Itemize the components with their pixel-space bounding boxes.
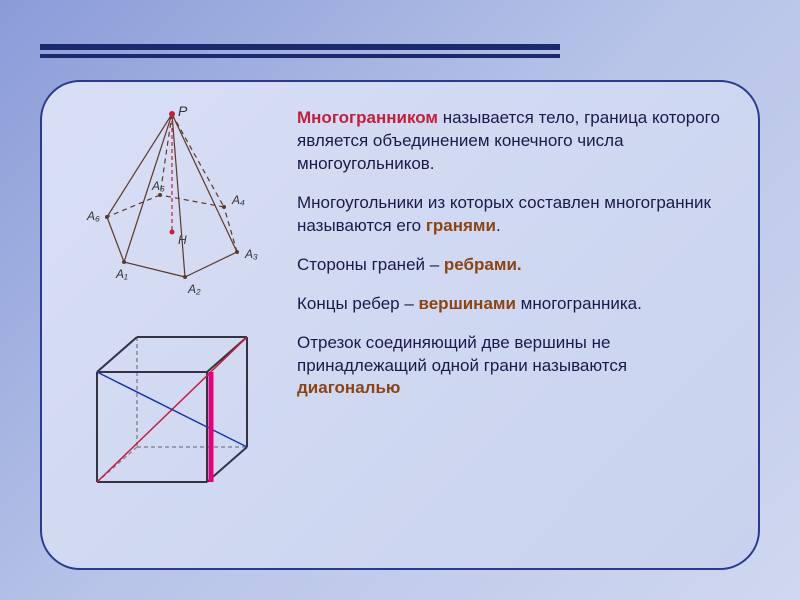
header-line-thick: [40, 44, 560, 50]
term-vertices: вершинами: [419, 294, 516, 313]
term-faces: гранями: [426, 216, 496, 235]
svg-text:P: P: [178, 103, 188, 119]
text-p5-prefix: Отрезок соединяющий две вершины не прина…: [297, 333, 627, 375]
paragraph-diagonal: Отрезок соединяющий две вершины не прина…: [297, 332, 723, 401]
svg-text:A₃: A₃: [244, 247, 258, 261]
svg-text:A₆: A₆: [86, 209, 100, 223]
paragraph-faces: Многоугольники из которых составлен мног…: [297, 192, 723, 238]
text-column: Многогранником называется тело, граница …: [292, 97, 738, 553]
svg-text:A₅: A₅: [151, 179, 165, 193]
content-wrapper: P H A₁ A₂ A₃ A₄ A₅ A₆ Многогранником называется…: [62, 97, 738, 553]
term-polyhedron: Многогранником: [297, 108, 438, 127]
pyramid-diagram: P H A₁ A₂ A₃ A₄ A₅ A₆: [62, 102, 282, 302]
text-p3-prefix: Стороны граней –: [297, 255, 444, 274]
paragraph-vertices: Концы ребер – вершинами многогранника.: [297, 293, 723, 316]
text-p4-prefix: Концы ребер –: [297, 294, 419, 313]
svg-text:H: H: [178, 233, 187, 247]
header-line-thin: [40, 54, 560, 58]
paragraph-edges: Стороны граней – ребрами.: [297, 254, 723, 277]
cube-diagram: [77, 322, 267, 502]
paragraph-definition: Многогранником называется тело, граница …: [297, 107, 723, 176]
svg-text:A₄: A₄: [231, 193, 245, 207]
text-p2-suffix: .: [496, 216, 501, 235]
text-p2-prefix: Многоугольники из которых составлен мног…: [297, 193, 711, 235]
svg-text:A₂: A₂: [187, 282, 201, 296]
diagrams-column: P H A₁ A₂ A₃ A₄ A₅ A₆: [62, 97, 292, 553]
text-p4-suffix: многогранника.: [516, 294, 642, 313]
content-panel: P H A₁ A₂ A₃ A₄ A₅ A₆ Многогранником называется…: [40, 80, 760, 570]
term-diagonal: диагональю: [297, 378, 400, 397]
term-edges: ребрами.: [444, 255, 522, 274]
svg-text:A₁: A₁: [115, 267, 128, 281]
